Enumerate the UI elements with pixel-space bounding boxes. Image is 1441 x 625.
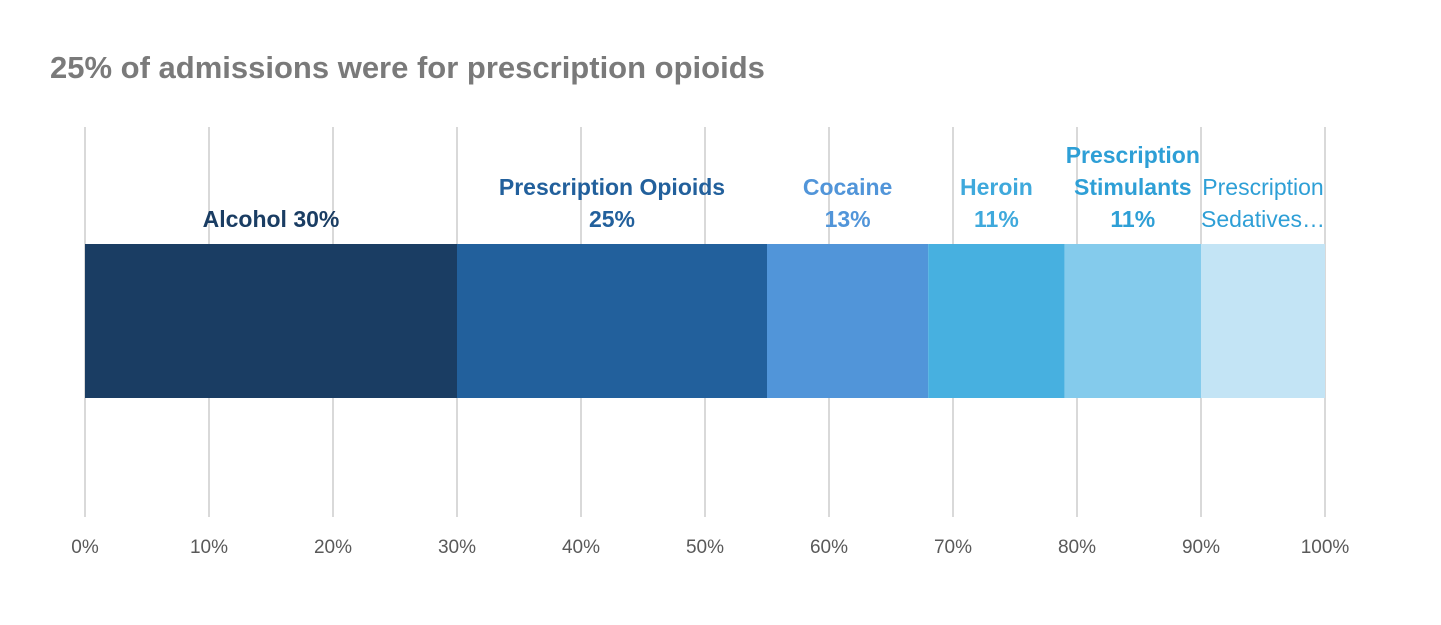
segment-data-label: Alcohol 30% xyxy=(203,206,340,232)
segment-data-label: 25% xyxy=(589,206,635,232)
x-tick-label: 0% xyxy=(71,537,99,558)
segment-data-label: Prescription xyxy=(1066,142,1200,168)
segment-labels: Alcohol 30% Prescription Opioids 25% Cocain… xyxy=(203,142,1325,232)
x-tick-label: 70% xyxy=(934,537,972,558)
segment-data-label: 11% xyxy=(1110,206,1155,232)
segment-data-label: 13% xyxy=(825,206,871,232)
x-tick-label: 10% xyxy=(190,537,228,558)
x-tick-label: 50% xyxy=(686,537,724,558)
segment-data-label: Cocaine xyxy=(803,174,892,200)
bar-segment-alcohol xyxy=(85,244,457,398)
x-tick-label: 20% xyxy=(314,537,352,558)
x-tick-label: 30% xyxy=(438,537,476,558)
x-tick-label: 80% xyxy=(1058,537,1096,558)
x-tick-label: 100% xyxy=(1301,537,1350,558)
segment-data-label: 11% xyxy=(974,206,1019,232)
x-axis-tick-labels: 0% 10% 20% 30% 40% 50% 60% 70% 80% 90% 100% xyxy=(71,537,1349,558)
x-tick-label: 60% xyxy=(810,537,848,558)
segment-data-label: Stimulants xyxy=(1074,174,1192,200)
chart-title: 25% of admissions were for prescription … xyxy=(50,50,765,85)
x-tick-label: 90% xyxy=(1182,537,1220,558)
segment-data-label: Prescription xyxy=(1202,174,1323,200)
bar-segment-cocaine xyxy=(767,244,929,398)
bar-segment-prescription-opioids xyxy=(457,244,767,398)
bar-segment-prescription-stimulants xyxy=(1064,244,1201,398)
bar-segment-prescription-sedatives xyxy=(1201,244,1325,398)
segment-data-label: Heroin xyxy=(960,174,1033,200)
x-tick-label: 40% xyxy=(562,537,600,558)
bar-segments xyxy=(85,244,1325,398)
bar-segment-heroin xyxy=(928,244,1065,398)
segment-data-label: Prescription Opioids xyxy=(499,174,725,200)
segment-data-label: Sedatives… xyxy=(1201,206,1325,232)
